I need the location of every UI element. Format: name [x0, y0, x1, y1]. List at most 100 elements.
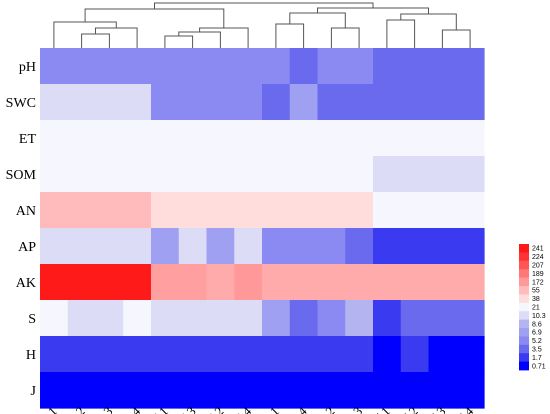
heatmap-cell-SOM-W-2	[206, 156, 235, 193]
heatmap-cell-AK-Z-3	[345, 264, 374, 301]
column-label-w-2: W-2	[200, 404, 226, 414]
heatmap-cell-SWC-C-2	[67, 84, 97, 121]
heatmap-cell-SOM-C-1	[40, 156, 69, 193]
heatmap-cell-AK-Y-2	[400, 264, 430, 301]
column-label-c-4: C-4	[119, 403, 144, 414]
heatmap-cell-S-C-3	[95, 300, 124, 337]
heatmap-cell-SOM-Y-4	[456, 156, 485, 193]
heatmap-cell-AN-C-1	[40, 192, 69, 229]
legend-swatch	[519, 353, 529, 362]
heatmap-cell-AP-Y-2	[400, 228, 430, 265]
legend-tick-label: 8.6	[532, 321, 542, 328]
heatmap-cell-SWC-W-4	[234, 84, 263, 121]
heatmap-cell-ET-W-4	[234, 120, 263, 157]
heatmap-cell-ET-C-2	[67, 120, 97, 157]
heatmap-cell-AK-Y-1	[373, 264, 402, 301]
legend-swatch	[519, 277, 529, 287]
legend-swatch	[519, 302, 529, 312]
heatmap-cell-AN-Y-1	[373, 192, 402, 229]
heatmap-cell-AN-C-4	[123, 192, 152, 229]
heatmap-cell-J-C-3	[95, 372, 124, 409]
heatmap-cell-H-Z-1	[262, 336, 291, 373]
heatmap-cell-AN-Y-2	[400, 192, 430, 229]
heatmap-cell-AN-C-2	[67, 192, 97, 229]
heatmap-cell-SOM-Y-1	[373, 156, 402, 193]
column-label-y-1: Y-1	[369, 404, 393, 414]
column-label-c-3: C-3	[91, 404, 115, 414]
column-label-w-1: W-1	[145, 404, 171, 414]
column-label-y-3: Y-3	[425, 404, 449, 414]
heatmap-cell-AP-Z-3	[345, 228, 374, 265]
row-label-ap: AP	[18, 240, 36, 255]
heatmap-cell-AN-Z-3	[345, 192, 374, 229]
heatmap-cell-AK-W-1	[151, 264, 180, 301]
heatmap-cell-AP-Z-2	[317, 228, 346, 265]
legend-tick-label: 224	[532, 254, 544, 261]
heatmap-cell-S-C-4	[123, 300, 152, 337]
heatmap-cell-SOM-Z-1	[262, 156, 291, 193]
heatmap-cell-pH-W-3	[178, 48, 208, 85]
heatmap-cell-H-Y-1	[373, 336, 402, 373]
heatmap-cell-H-Z-3	[345, 336, 374, 373]
row-label-h: H	[26, 348, 36, 363]
heatmap-cell-SOM-C-2	[67, 156, 97, 193]
legend-swatch	[519, 252, 529, 262]
heatmap-cell-SOM-Z-2	[317, 156, 346, 193]
heatmap-cell-AK-C-1	[40, 264, 69, 301]
heatmap-cell-AP-C-2	[67, 228, 97, 265]
heatmap-cell-H-C-4	[123, 336, 152, 373]
heatmap-cell-ET-Z-2	[317, 120, 346, 157]
heatmap-cell-J-C-1	[40, 372, 69, 409]
heatmap-cell-J-C-4	[123, 372, 152, 409]
heatmap-cell-AK-Y-4	[456, 264, 485, 301]
heatmap-cell-AK-Z-2	[317, 264, 346, 301]
heatmap-cell-S-Z-2	[317, 300, 346, 337]
heatmap-cell-pH-W-4	[234, 48, 263, 85]
legend-tick-label: 5.2	[532, 338, 542, 345]
heatmap-cell-SOM-C-3	[95, 156, 124, 193]
heatmap-cell-SWC-Z-2	[317, 84, 346, 121]
heatmap-cell-J-Y-2	[400, 372, 430, 409]
heatmap-cell-AK-C-4	[123, 264, 152, 301]
heatmap-cell-SWC-Y-3	[428, 84, 457, 121]
row-label-s: S	[28, 312, 36, 327]
heatmap-cell-AK-Y-3	[428, 264, 457, 301]
dendrogram-branch	[154, 2, 374, 9]
heatmap-cell-H-Z-2	[317, 336, 346, 373]
heatmap-cell-SWC-W-2	[206, 84, 235, 121]
heatmap-cell-AP-Y-3	[428, 228, 457, 265]
heatmap-cell-S-W-2	[206, 300, 235, 337]
column-labels: C-1C-2 C-3 C-4W-1W-3W-2W-4Z-1 Z-4 Z-2Z-3 Y-1 Y…	[36, 403, 477, 414]
heatmap-cell-ET-Z-3	[345, 120, 374, 157]
heatmap-cell-AP-C-3	[95, 228, 124, 265]
heatmap-cell-H-Y-2	[400, 336, 430, 373]
heatmap-cell-J-W-4	[234, 372, 263, 409]
heatmap-cell-AP-Z-1	[262, 228, 291, 265]
dendrogram-branch	[53, 21, 117, 48]
heatmap-cell-AK-W-4	[234, 264, 263, 301]
legend-tick-label: 0.71	[532, 363, 546, 370]
heatmap-cell-AN-Z-2	[317, 192, 346, 229]
heatmap-cell-SWC-Z-1	[262, 84, 291, 121]
heatmap-cell-H-W-4	[234, 336, 263, 373]
heatmap-cell-J-Y-4	[456, 372, 485, 409]
heatmap-cell-SWC-Y-4	[456, 84, 485, 121]
row-labels: pH SWC ET SOM AN AP AK S H J	[6, 60, 37, 399]
heatmap-cell-ET-Z-4	[289, 120, 319, 157]
heatmap-cell-ET-C-3	[95, 120, 124, 157]
heatmap-cell-S-Z-4	[289, 300, 319, 337]
heatmap-cell-H-Y-4	[456, 336, 485, 373]
heatmap-cell-H-Z-4	[289, 336, 319, 373]
row-label-et: ET	[19, 132, 37, 147]
heatmap-cell-S-Z-3	[345, 300, 374, 337]
heatmap-cell-pH-C-1	[40, 48, 69, 85]
heatmap-cell-J-Z-1	[262, 372, 291, 409]
row-label-swc: SWC	[6, 96, 36, 111]
legend-tick-label: 6.9	[532, 330, 542, 337]
column-label-w-4: W-4	[228, 403, 255, 414]
heatmap-cell-AK-C-3	[95, 264, 124, 301]
heatmap-cell-H-W-1	[151, 336, 180, 373]
row-label-ph: pH	[19, 60, 36, 75]
heatmap-cell-ET-Y-1	[373, 120, 402, 157]
